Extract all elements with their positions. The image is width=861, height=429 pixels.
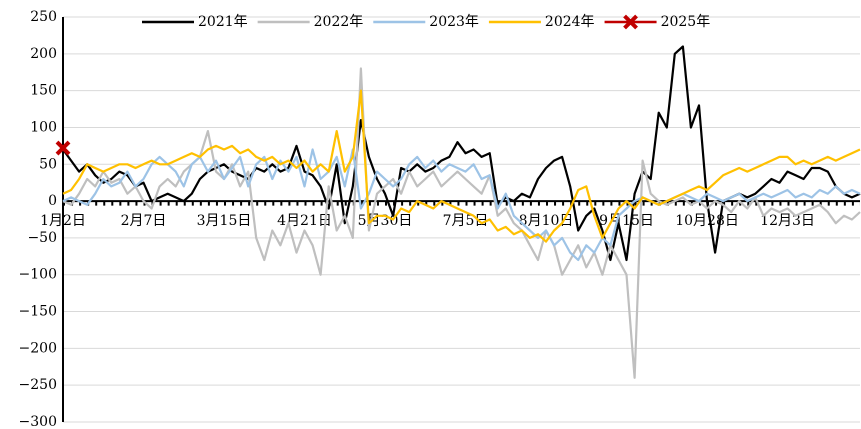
series-line <box>62 148 861 262</box>
y-tick-label: 200 <box>30 46 57 62</box>
y-tick-label: −250 <box>19 377 57 393</box>
legend-label: 2021年 <box>198 14 248 30</box>
legend-label: 2022年 <box>314 14 364 30</box>
x-tick-label: 7月5日 <box>443 213 489 229</box>
x-tick-label: 3月15日 <box>197 213 252 229</box>
y-tick-label: 100 <box>30 119 57 135</box>
y-tick-label: −200 <box>19 340 57 356</box>
x-tick-label: 2月7日 <box>121 213 167 229</box>
x-tick-label: 4月21日 <box>277 213 332 229</box>
y-tick-label: 0 <box>48 193 57 209</box>
series-marker <box>55 140 71 156</box>
y-tick-label: 150 <box>30 83 57 99</box>
legend-label: 2025年 <box>661 14 711 30</box>
x-tick-label: 1月2日 <box>40 213 86 229</box>
series-line <box>62 89 861 243</box>
y-tick-label: −100 <box>19 267 57 283</box>
y-tick-label: 250 <box>30 9 57 25</box>
y-tick-label: −300 <box>19 414 57 429</box>
y-tick-label: −50 <box>27 230 57 246</box>
y-tick-label: −150 <box>19 304 57 320</box>
legend-label: 2024年 <box>545 14 595 30</box>
x-tick-label: 12月3日 <box>760 213 815 229</box>
legend-marker <box>623 14 638 30</box>
legend-label: 2023年 <box>429 14 479 30</box>
y-tick-label: 50 <box>39 156 57 172</box>
x-tick-label: 10月28日 <box>675 213 739 229</box>
